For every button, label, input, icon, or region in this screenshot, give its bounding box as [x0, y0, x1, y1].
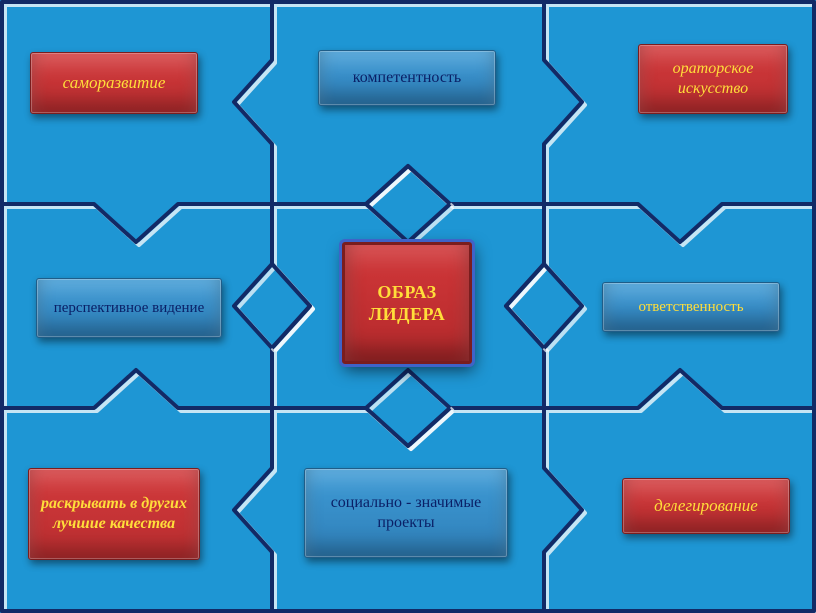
label: раскрывать в других лучшие качества — [39, 494, 189, 534]
label: ораторское искусство — [649, 59, 777, 99]
label: саморазвитие — [63, 72, 166, 93]
box-perspective-vision: перспективное видение — [36, 278, 222, 338]
box-reveal-best-qualities: раскрывать в других лучшие качества — [28, 468, 200, 560]
box-responsibility: ответственность — [602, 282, 780, 332]
box-center-leader-image: ОБРАЗ ЛИДЕРА — [342, 242, 472, 364]
label: социально - значимые проекты — [315, 493, 497, 533]
label: компетентность — [353, 68, 461, 88]
box-competence: компетентность — [318, 50, 496, 106]
label: ОБРАЗ ЛИДЕРА — [355, 281, 459, 326]
label: ответственность — [638, 298, 743, 317]
box-self-development: саморазвитие — [30, 52, 198, 114]
label: перспективное видение — [54, 299, 205, 318]
box-oratory: ораторское искусство — [638, 44, 788, 114]
box-social-projects: социально - значимые проекты — [304, 468, 508, 558]
box-delegation: делегирование — [622, 478, 790, 534]
label: делегирование — [654, 495, 758, 516]
